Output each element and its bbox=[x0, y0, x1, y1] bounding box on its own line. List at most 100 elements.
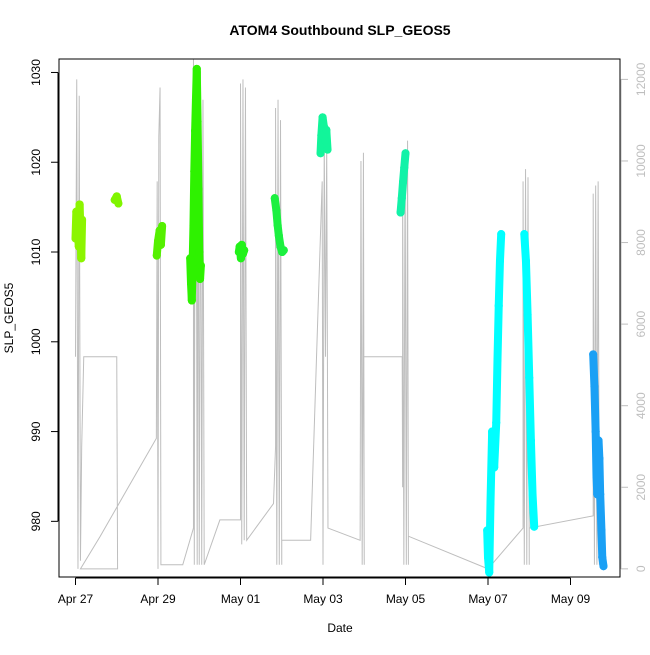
data-point bbox=[75, 200, 84, 209]
segment-trace bbox=[521, 256, 532, 319]
x-tick-label: Apr 29 bbox=[140, 592, 176, 606]
data-point bbox=[521, 256, 530, 265]
data-point bbox=[279, 246, 288, 255]
y-tick-label: 1000 bbox=[29, 328, 43, 355]
x-tick-label: May 09 bbox=[551, 592, 591, 606]
point-segment-5 bbox=[270, 194, 288, 257]
data-point bbox=[523, 310, 532, 319]
point-segment-0 bbox=[71, 200, 87, 263]
data-point bbox=[596, 490, 605, 499]
data-point bbox=[322, 125, 331, 134]
data-point bbox=[528, 490, 537, 499]
y2-tick-label: 4000 bbox=[634, 392, 648, 419]
data-point bbox=[188, 258, 197, 267]
x-tick-label: Apr 27 bbox=[58, 592, 94, 606]
data-point bbox=[397, 194, 406, 203]
segment-trace bbox=[590, 382, 600, 436]
x-tick-label: May 01 bbox=[221, 592, 261, 606]
data-point bbox=[592, 472, 601, 481]
segment-trace bbox=[525, 373, 535, 445]
data-point bbox=[494, 301, 503, 310]
data-point bbox=[195, 248, 204, 257]
segment-trace bbox=[189, 167, 199, 230]
segment-trace bbox=[526, 436, 537, 499]
data-point bbox=[316, 149, 325, 158]
segment-trace bbox=[194, 185, 204, 257]
data-point bbox=[526, 436, 535, 445]
point-segment-8 bbox=[483, 230, 506, 577]
data-point bbox=[152, 251, 161, 260]
segment-trace bbox=[493, 301, 503, 364]
data-point bbox=[530, 522, 539, 531]
data-point bbox=[78, 215, 87, 224]
segment-trace bbox=[528, 490, 539, 531]
segment-trace bbox=[597, 526, 607, 562]
data-point bbox=[492, 418, 501, 427]
data-point bbox=[270, 194, 279, 203]
point-segment-6 bbox=[316, 113, 332, 158]
data-point bbox=[187, 296, 196, 305]
data-point bbox=[72, 207, 81, 216]
y2-tick-label: 10000 bbox=[634, 144, 648, 178]
data-point bbox=[323, 145, 332, 154]
y-tick-label: 1030 bbox=[29, 59, 43, 86]
data-point bbox=[191, 95, 200, 104]
data-point bbox=[520, 230, 529, 239]
segment-trace bbox=[589, 350, 599, 391]
gray-series-line bbox=[75, 58, 600, 570]
data-point bbox=[484, 553, 492, 562]
data-point bbox=[193, 117, 202, 126]
data-point bbox=[196, 274, 205, 283]
data-point bbox=[274, 231, 283, 240]
series-points-layer bbox=[71, 64, 608, 577]
data-point bbox=[598, 553, 607, 562]
segment-trace bbox=[192, 64, 202, 126]
y-tick-label: 1020 bbox=[29, 149, 43, 176]
point-segment-2 bbox=[152, 221, 167, 260]
point-segment-10 bbox=[589, 350, 608, 571]
point-segment-1 bbox=[110, 192, 123, 208]
data-point bbox=[192, 64, 201, 73]
segment-trace bbox=[490, 418, 501, 472]
data-point bbox=[597, 526, 606, 535]
y2-tick-label: 2000 bbox=[634, 474, 648, 501]
x-tick-label: May 07 bbox=[468, 592, 508, 606]
data-point bbox=[396, 208, 405, 217]
data-point bbox=[594, 436, 603, 445]
data-point bbox=[77, 254, 86, 263]
y2-tick-label: 8000 bbox=[634, 229, 648, 256]
data-point bbox=[321, 136, 330, 145]
data-point bbox=[493, 355, 502, 364]
segment-trace bbox=[77, 215, 87, 263]
segment-trace bbox=[520, 230, 530, 265]
plot-frame bbox=[58, 58, 621, 578]
y2-tick-label: 0 bbox=[634, 565, 648, 572]
data-point bbox=[599, 562, 608, 571]
data-point bbox=[486, 499, 495, 508]
point-segment-4 bbox=[234, 240, 249, 263]
data-point bbox=[74, 242, 83, 251]
data-point bbox=[187, 279, 195, 288]
data-point bbox=[591, 427, 600, 436]
y-axis-left: 980 990 1000 1010 1020 1030 bbox=[29, 59, 59, 531]
series-line-layer bbox=[75, 58, 600, 570]
data-point bbox=[525, 373, 534, 382]
segment-trace bbox=[494, 256, 504, 310]
data-point bbox=[490, 463, 499, 472]
data-point bbox=[189, 221, 198, 230]
data-point bbox=[595, 454, 604, 463]
data-point bbox=[401, 149, 410, 158]
data-point bbox=[400, 163, 409, 172]
y-axis-right: 0 2000 4000 6000 8000 10000 12000 bbox=[620, 62, 648, 572]
data-point bbox=[399, 177, 408, 186]
data-point bbox=[318, 113, 327, 122]
data-point bbox=[488, 427, 497, 436]
data-point bbox=[589, 350, 598, 359]
data-point bbox=[272, 206, 281, 215]
y2-tick-label: 12000 bbox=[634, 62, 648, 96]
segment-trace bbox=[495, 230, 506, 265]
point-segment-3 bbox=[186, 64, 205, 305]
x-tick-label: May 03 bbox=[303, 592, 343, 606]
segment-trace bbox=[596, 490, 606, 535]
